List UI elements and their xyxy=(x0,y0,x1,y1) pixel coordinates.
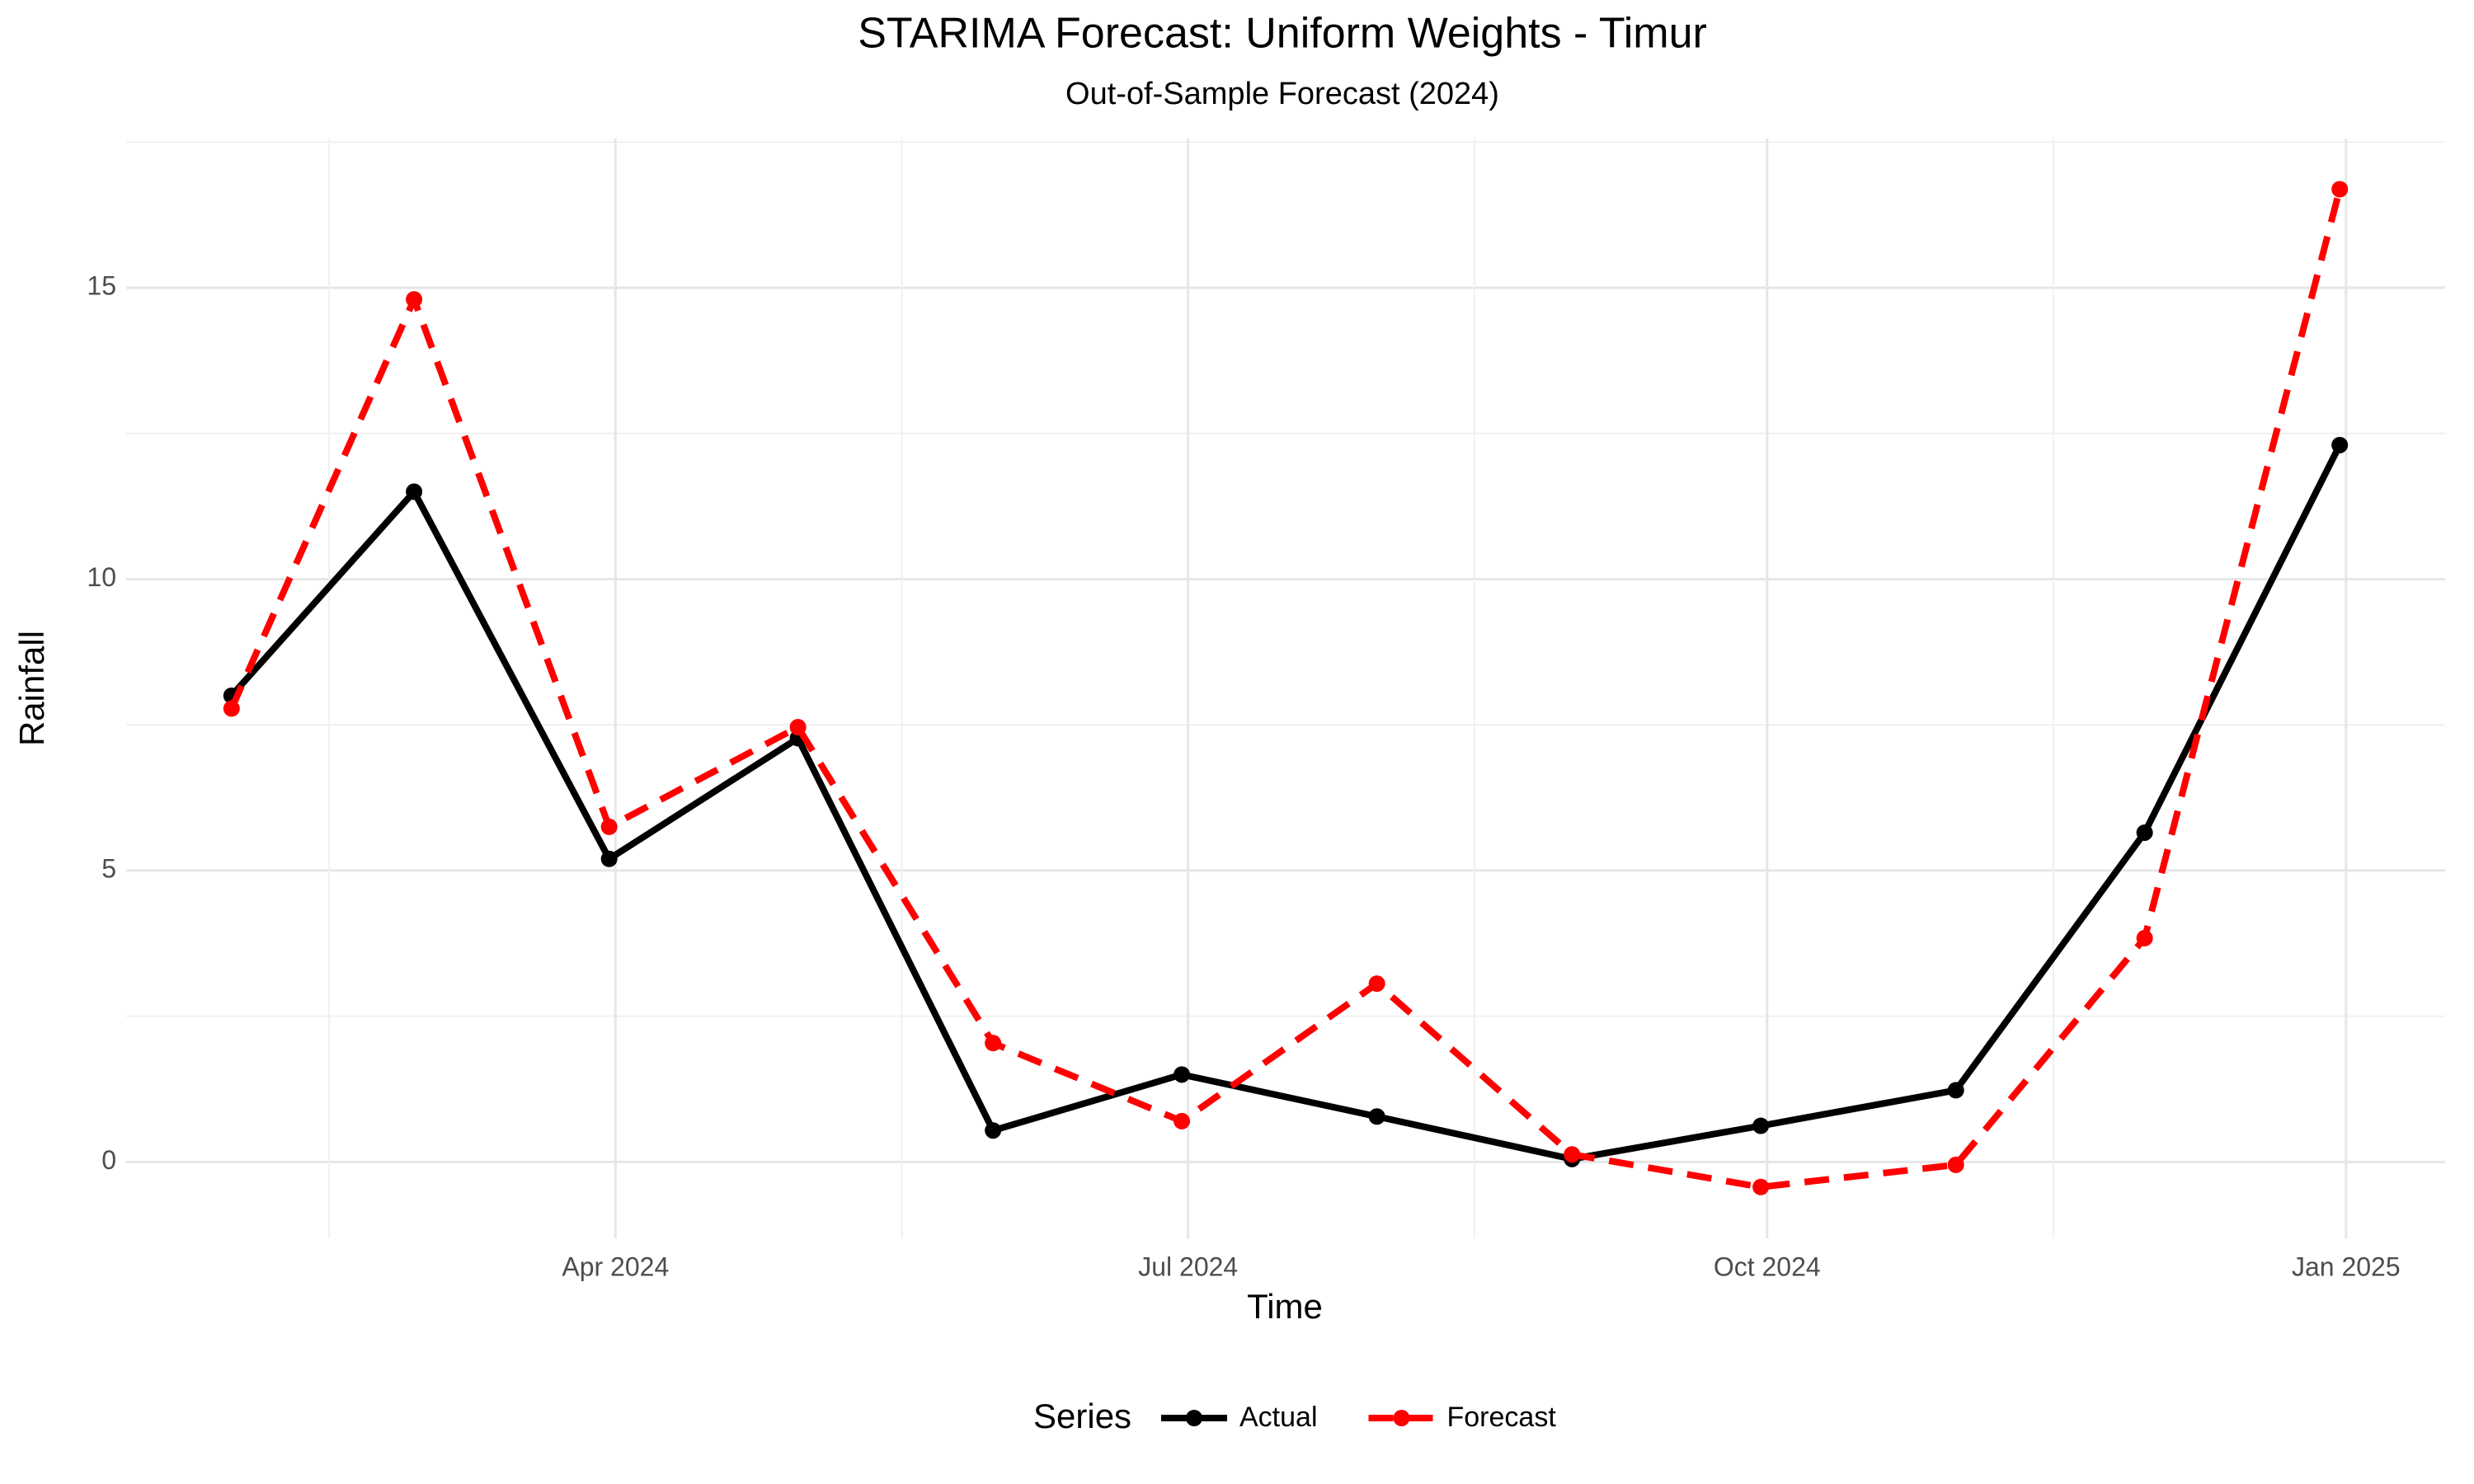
data-point xyxy=(406,291,423,308)
data-point xyxy=(1947,1082,1964,1099)
x-tick-label: Apr 2024 xyxy=(562,1252,669,1281)
data-point xyxy=(2331,181,2349,198)
legend-key-point xyxy=(1393,1410,1410,1426)
data-point xyxy=(2331,436,2349,453)
data-point xyxy=(1752,1178,1770,1195)
data-point xyxy=(2136,929,2153,946)
x-axis-title: Time xyxy=(1247,1287,1323,1326)
plot-area xyxy=(223,181,2349,1195)
data-point xyxy=(1174,1066,1191,1083)
grid: 0 5 10 15 Apr 2024 Jul 2024 Oct 2024 Jan 2025 xyxy=(87,139,2445,1281)
x-tick-label: Oct 2024 xyxy=(1714,1252,1821,1281)
y-tick-label: 10 xyxy=(87,562,116,592)
y-tick-label: 0 xyxy=(101,1145,116,1175)
data-point xyxy=(985,1122,1002,1139)
series-line xyxy=(228,444,2343,1162)
data-point xyxy=(789,719,807,736)
legend-title: Series xyxy=(1033,1397,1131,1435)
data-point xyxy=(1368,975,1385,993)
x-tick-label: Jul 2024 xyxy=(1138,1252,1238,1281)
data-point xyxy=(223,700,240,717)
legend: Series Actual Forecast xyxy=(1033,1397,1556,1435)
data-point xyxy=(1564,1146,1581,1163)
x-tick-label: Jan 2025 xyxy=(2292,1252,2401,1281)
legend-label: Actual xyxy=(1239,1402,1318,1433)
data-point xyxy=(2136,824,2153,841)
data-point xyxy=(600,850,618,867)
data-point xyxy=(1368,1108,1385,1125)
data-point xyxy=(1752,1117,1770,1134)
data-point xyxy=(600,818,618,835)
series-line xyxy=(228,188,2344,1190)
chart-title: STARIMA Forecast: Uniform Weights - Timu… xyxy=(858,10,1707,58)
y-tick-label: 5 xyxy=(101,853,116,883)
y-axis-title: Rainfall xyxy=(12,631,51,746)
data-point xyxy=(406,483,423,500)
legend-key-point xyxy=(1186,1410,1202,1426)
chart-subtitle: Out-of-Sample Forecast (2024) xyxy=(1065,77,1499,111)
data-point xyxy=(985,1035,1002,1052)
data-point xyxy=(1947,1156,1964,1173)
y-tick-label: 15 xyxy=(87,270,116,300)
data-point xyxy=(1174,1112,1191,1129)
legend-label: Forecast xyxy=(1447,1402,1557,1433)
